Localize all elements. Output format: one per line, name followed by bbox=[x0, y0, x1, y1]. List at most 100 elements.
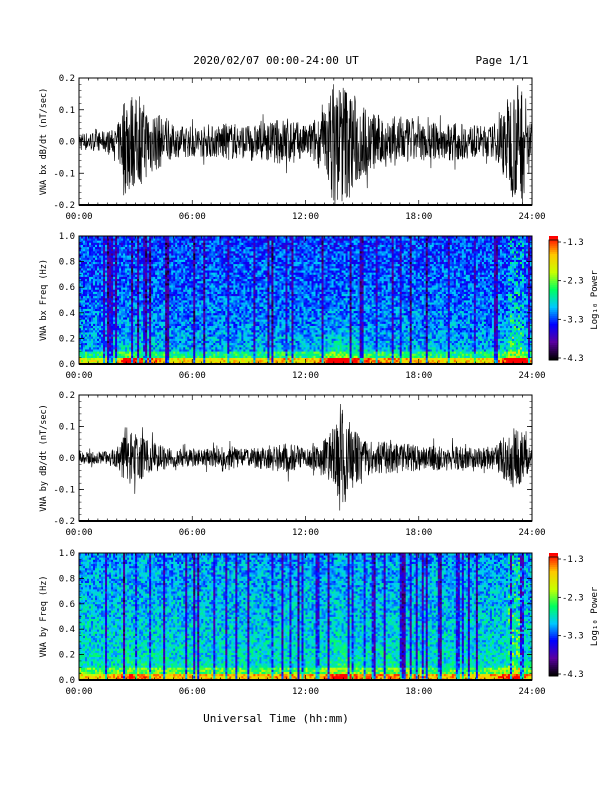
heatmap-cell bbox=[105, 323, 108, 326]
heatmap-cell bbox=[137, 253, 140, 256]
heatmap-cell bbox=[125, 295, 128, 299]
heatmap-cell bbox=[121, 250, 124, 254]
heatmap-cell bbox=[133, 323, 136, 326]
heatmap-cell bbox=[85, 359, 88, 363]
heatmap-cell bbox=[161, 349, 164, 352]
heatmap-cell bbox=[119, 242, 122, 245]
heatmap-cell bbox=[173, 314, 176, 318]
heatmap-cell bbox=[169, 346, 172, 350]
heatmap-cell bbox=[145, 340, 148, 344]
heatmap-cell bbox=[149, 357, 152, 361]
heatmap-cell bbox=[127, 317, 130, 320]
heatmap-cell bbox=[123, 349, 126, 352]
heatmap-cell bbox=[119, 300, 122, 303]
heatmap-cell bbox=[149, 310, 152, 314]
heatmap-cell bbox=[131, 342, 134, 346]
heatmap-cell bbox=[127, 342, 130, 346]
heatmap-cell bbox=[163, 342, 166, 346]
heatmap-cell bbox=[119, 338, 122, 341]
heatmap-cell bbox=[143, 259, 146, 262]
heatmap-cell bbox=[125, 308, 128, 312]
heatmap-cell bbox=[97, 353, 100, 356]
heatmap-cell bbox=[133, 312, 136, 316]
heatmap-cell bbox=[153, 355, 156, 358]
heatmap-cell bbox=[169, 236, 172, 239]
heatmap-cell bbox=[145, 310, 148, 314]
heatmap-cell bbox=[173, 285, 176, 288]
heatmap-cell bbox=[135, 248, 138, 252]
heatmap-cell bbox=[151, 293, 154, 297]
heatmap-cell bbox=[147, 248, 150, 252]
heatmap-cell bbox=[153, 240, 156, 243]
heatmap-cell bbox=[157, 349, 160, 352]
heatmap-cell bbox=[151, 265, 154, 269]
heatmap-cell bbox=[133, 295, 136, 299]
heatmap-cell bbox=[153, 278, 156, 282]
heatmap-cell bbox=[155, 263, 158, 267]
heatmap-cell bbox=[103, 306, 106, 309]
heatmap-cell bbox=[159, 293, 162, 297]
heatmap-cell bbox=[155, 240, 158, 243]
heatmap-cell bbox=[157, 272, 160, 275]
heatmap-cell bbox=[105, 314, 108, 318]
heatmap-cell bbox=[97, 317, 100, 320]
heatmap-cell bbox=[101, 257, 104, 260]
heatmap-cell bbox=[95, 261, 98, 265]
heatmap-cell bbox=[157, 336, 160, 339]
heatmap-cell bbox=[165, 336, 168, 339]
page-number: Page 1/1 bbox=[476, 54, 529, 67]
heatmap-cell bbox=[153, 327, 156, 331]
heatmap-cell bbox=[133, 334, 136, 337]
heatmap-cell bbox=[105, 240, 108, 243]
heatmap-cell bbox=[113, 278, 116, 282]
heatmap-cell bbox=[143, 338, 146, 341]
heatmap-cell bbox=[127, 257, 130, 260]
heatmap-cell bbox=[171, 317, 174, 320]
heatmap-cell bbox=[155, 338, 158, 341]
heatmap-cell bbox=[127, 300, 130, 303]
heatmap-cell bbox=[167, 302, 170, 305]
heatmap-cell bbox=[137, 306, 140, 309]
heatmap-cell bbox=[99, 291, 102, 294]
heatmap-cell bbox=[147, 246, 150, 250]
heatmap-cell bbox=[125, 263, 128, 267]
heatmap-cell bbox=[101, 332, 104, 335]
heatmap-cell bbox=[105, 325, 108, 329]
heatmap-cell bbox=[173, 278, 176, 282]
heatmap-cell bbox=[101, 248, 104, 252]
heatmap-cell bbox=[161, 346, 164, 350]
heatmap-cell bbox=[117, 327, 120, 331]
heatmap-cell bbox=[105, 244, 108, 248]
heatmap-cell bbox=[129, 250, 132, 254]
heatmap-cell bbox=[85, 268, 88, 271]
heatmap-cell bbox=[161, 238, 164, 241]
heatmap-cell bbox=[153, 255, 156, 258]
heatmap-cell bbox=[93, 238, 96, 241]
heatmap-cell bbox=[103, 259, 106, 262]
heatmap-cell bbox=[83, 312, 86, 316]
heatmap-cell bbox=[89, 355, 92, 358]
heatmap-cell bbox=[89, 297, 92, 301]
heatmap-cell bbox=[139, 334, 142, 337]
heatmap-cell bbox=[83, 338, 86, 341]
heatmap-cell bbox=[95, 280, 98, 284]
heatmap-cell bbox=[129, 340, 132, 344]
heatmap-cell bbox=[97, 342, 100, 346]
heatmap-cell bbox=[127, 280, 130, 284]
heatmap-cell bbox=[137, 293, 140, 297]
heatmap-cell bbox=[115, 338, 118, 341]
heatmap-cell bbox=[111, 282, 114, 286]
heatmap-cell bbox=[159, 353, 162, 356]
heatmap-cell bbox=[105, 255, 108, 258]
heatmap-cell bbox=[113, 250, 116, 254]
heatmap-cell bbox=[93, 268, 96, 271]
heatmap-cell bbox=[115, 270, 118, 273]
heatmap-cell bbox=[159, 297, 162, 301]
heatmap-cell bbox=[107, 325, 110, 329]
heatmap-cell bbox=[163, 244, 166, 248]
heatmap-cell bbox=[123, 312, 126, 316]
heatmap-cell bbox=[155, 300, 158, 303]
heatmap-cell bbox=[165, 310, 168, 314]
heatmap-cell bbox=[163, 263, 166, 267]
heatmap-cell bbox=[87, 353, 90, 356]
